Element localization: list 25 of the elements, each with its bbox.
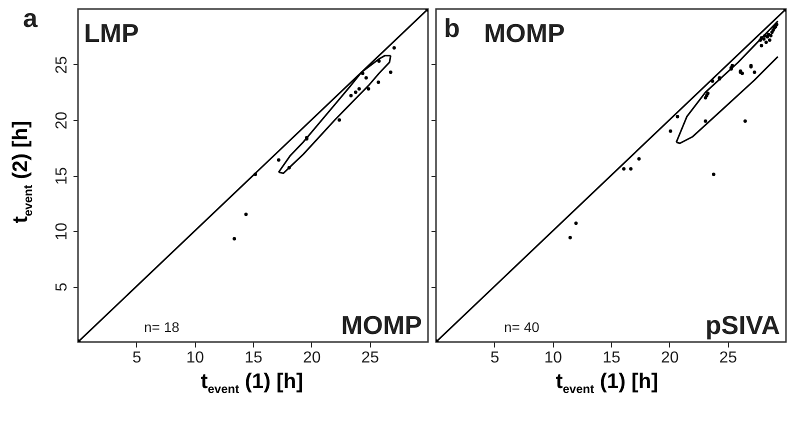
x-tick-label: 10 [544, 350, 562, 366]
annotation: MOMP [484, 18, 565, 48]
x-tick-label: 20 [660, 350, 679, 366]
x-tick-label: 5 [490, 350, 500, 366]
annotation: n= 40 [504, 319, 540, 335]
annotation: MOMP [341, 310, 422, 340]
x-tick-label: 15 [244, 350, 262, 366]
y-tick-label: 15 [54, 167, 70, 185]
annotation: n= 18 [144, 319, 180, 335]
annotation: pSIVA [705, 310, 780, 340]
y-tick-label: 5 [54, 282, 70, 292]
x-tick-label: 15 [602, 350, 620, 366]
x-tick-label: 10 [186, 350, 204, 366]
x-tick-label: 20 [302, 350, 321, 366]
x-axis-title: t$_{event}$ (1) [h] [200, 370, 304, 396]
chart-title: b [444, 13, 460, 43]
chart-title: a [23, 3, 38, 33]
x-tick-label: 5 [132, 350, 142, 366]
x-axis-title: t$_{event}$ (1) [h] [556, 370, 658, 396]
y-tick-label: 10 [54, 222, 70, 240]
annotation: LMP [84, 18, 139, 48]
x-tick-label: 25 [361, 350, 380, 366]
y-tick-label: 20 [54, 112, 70, 130]
x-tick-label: 25 [719, 350, 738, 366]
y-tick-label: 25 [54, 56, 70, 74]
